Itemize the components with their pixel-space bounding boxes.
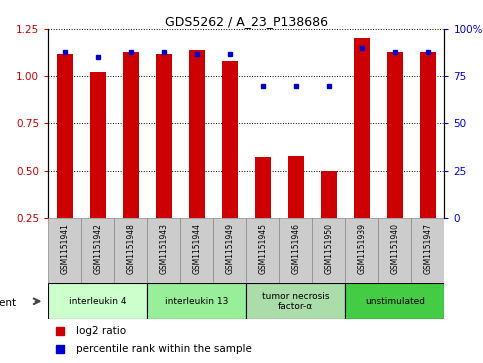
Bar <box>313 218 345 283</box>
Text: GSM1151941: GSM1151941 <box>60 223 69 274</box>
Bar <box>222 61 238 218</box>
Text: interleukin 13: interleukin 13 <box>165 297 228 306</box>
Text: GSM1151944: GSM1151944 <box>192 223 201 274</box>
Bar <box>412 218 444 283</box>
Bar <box>48 218 81 283</box>
Text: GSM1151950: GSM1151950 <box>325 223 333 274</box>
Bar <box>345 283 444 319</box>
Bar <box>188 50 205 218</box>
Bar <box>246 218 279 283</box>
Bar <box>321 171 337 218</box>
Text: log2 ratio: log2 ratio <box>76 326 126 337</box>
Bar <box>123 52 139 218</box>
Text: GSM1151948: GSM1151948 <box>127 223 135 274</box>
Text: percentile rank within the sample: percentile rank within the sample <box>76 344 252 354</box>
Text: GSM1151940: GSM1151940 <box>390 223 399 274</box>
Bar <box>345 218 378 283</box>
Text: GSM1151942: GSM1151942 <box>93 223 102 274</box>
Text: GSM1151946: GSM1151946 <box>291 223 300 274</box>
Text: GSM1151945: GSM1151945 <box>258 223 267 274</box>
Text: unstimulated: unstimulated <box>365 297 425 306</box>
Text: interleukin 4: interleukin 4 <box>69 297 127 306</box>
Bar <box>57 54 73 218</box>
Text: tumor necrosis
factor-α: tumor necrosis factor-α <box>262 291 329 311</box>
Bar <box>354 38 370 218</box>
Bar <box>255 158 271 218</box>
Bar <box>386 52 403 218</box>
Bar <box>156 54 172 218</box>
Text: GSM1151947: GSM1151947 <box>424 223 432 274</box>
Bar <box>89 73 106 218</box>
Bar <box>114 218 147 283</box>
Bar <box>246 283 345 319</box>
Bar <box>81 218 114 283</box>
Bar <box>180 218 213 283</box>
Text: GSM1151949: GSM1151949 <box>226 223 234 274</box>
Bar <box>213 218 246 283</box>
Bar <box>420 52 436 218</box>
Bar <box>48 283 147 319</box>
Text: GSM1151943: GSM1151943 <box>159 223 168 274</box>
Title: GDS5262 / A_23_P138686: GDS5262 / A_23_P138686 <box>165 15 328 28</box>
Bar <box>279 218 313 283</box>
Bar <box>147 218 180 283</box>
Text: GSM1151939: GSM1151939 <box>357 223 366 274</box>
Bar <box>287 155 304 218</box>
Bar <box>378 218 412 283</box>
Text: agent: agent <box>0 298 17 308</box>
Bar <box>147 283 246 319</box>
